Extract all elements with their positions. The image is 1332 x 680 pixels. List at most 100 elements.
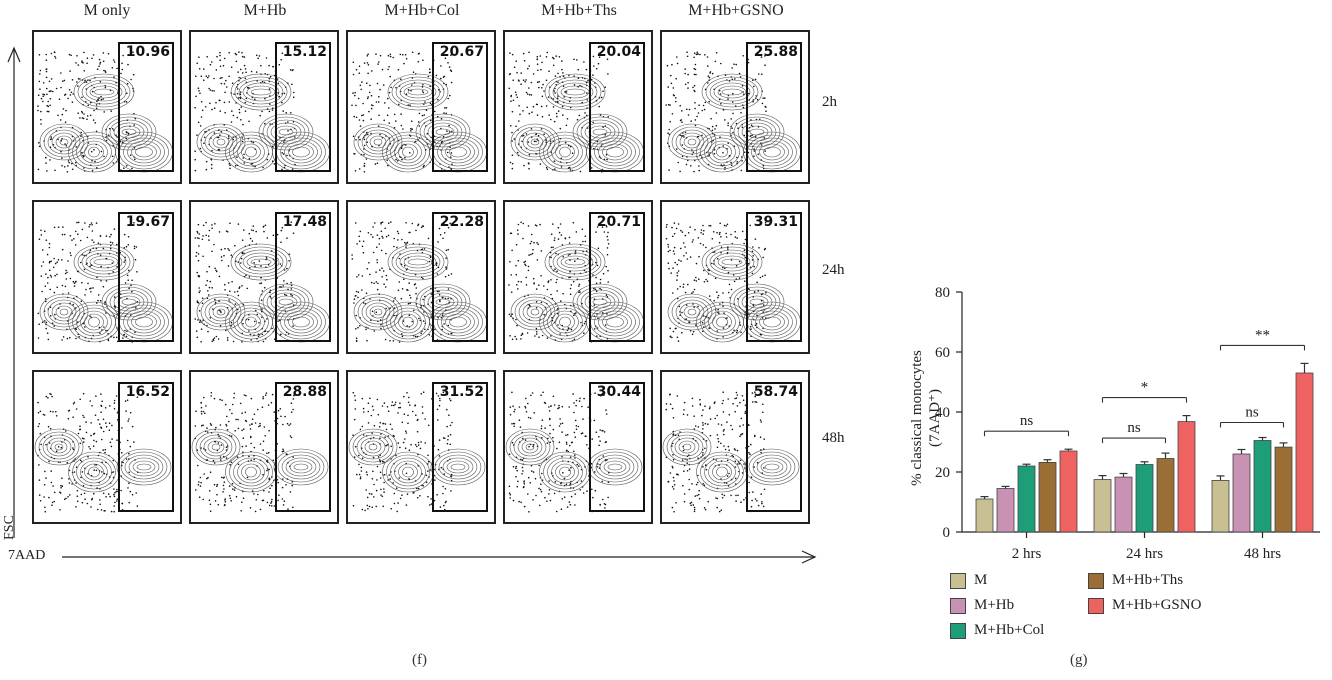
gate-percentage: 39.31 (753, 214, 798, 230)
row-label-48h: 48h (822, 430, 845, 446)
legend-item: M+Hb (950, 597, 1014, 614)
bar (1177, 421, 1196, 533)
gate-percentage: 58.74 (753, 384, 798, 400)
significance-label: ** (1255, 327, 1270, 343)
y-tick-label: 80 (935, 285, 950, 301)
gate-percentage: 10.96 (125, 44, 170, 60)
legend-swatch (1088, 597, 1104, 614)
gate-box (746, 42, 802, 172)
column-title-m-hb-ths: M+Hb+Ths (541, 2, 617, 19)
gate-box (589, 212, 645, 342)
row-label-24h: 24h (822, 262, 845, 278)
gate-box (275, 382, 331, 512)
contour-plot (508, 221, 644, 343)
gate-box (746, 382, 802, 512)
x-tick-label: 2 hrs (1012, 546, 1042, 562)
flow-plot-r2-c0: 16.52 (32, 370, 182, 524)
bar (1135, 464, 1154, 533)
gate-box (432, 212, 488, 342)
y-tick-label: 0 (943, 525, 951, 541)
legend-label: M (974, 572, 988, 588)
bar (1093, 479, 1112, 533)
bar (1038, 461, 1057, 533)
panel-label-g: (g) (1070, 652, 1088, 668)
gate-percentage: 20.04 (596, 44, 641, 60)
legend-label: M+Hb (974, 597, 1015, 613)
bar (1156, 458, 1175, 533)
bar-chart: 0 20 40 60 80 2 hrs 24 hrs 48 hrs ns ns * ns ** (935, 285, 1320, 562)
contour-plot (505, 391, 643, 513)
fsc-axis-label: FSC (2, 515, 17, 540)
gate-percentage: 28.88 (282, 384, 327, 400)
legend-label: M+Hb+GSNO (1112, 597, 1202, 613)
gate-box (589, 42, 645, 172)
gate-box (275, 212, 331, 342)
legend-swatch (950, 622, 966, 639)
flow-plot-r0-c1: 15.12 (189, 30, 339, 184)
y-tick-label: 40 (935, 405, 950, 421)
flow-plot-r2-c1: 28.88 (189, 370, 339, 524)
x-tick-label: 24 hrs (1126, 546, 1163, 562)
contour-plot (37, 51, 173, 173)
flow-plot-r2-c2: 31.52 (346, 370, 496, 524)
gate-percentage: 22.28 (439, 214, 484, 230)
flow-plot-r1-c3: 20.71 (503, 200, 653, 354)
legend-label: M+Hb+Ths (1112, 572, 1184, 588)
gate-box (118, 212, 174, 342)
bar (975, 498, 994, 533)
flow-plot-r0-c2: 20.67 (346, 30, 496, 184)
legend-item: M (950, 572, 987, 589)
bar (1253, 440, 1272, 533)
legend-item: M+Hb+Col (950, 622, 1044, 639)
legend-swatch (1088, 572, 1104, 589)
contour-plot (37, 221, 173, 343)
column-title-m-hb-col: M+Hb+Col (384, 2, 460, 19)
gate-box (118, 42, 174, 172)
bar (996, 488, 1015, 533)
column-title-m-hb: M+Hb (243, 2, 287, 19)
bar (1274, 446, 1293, 533)
gate-percentage: 15.12 (282, 44, 327, 60)
gate-box (275, 42, 331, 172)
panel-label-f: (f) (412, 652, 427, 668)
significance-label: * (1141, 380, 1149, 396)
gate-box (118, 382, 174, 512)
significance-label: ns (1127, 420, 1141, 436)
legend-swatch (950, 597, 966, 614)
column-title-m-only: M only (83, 2, 131, 19)
7aad-axis-label: 7AAD (8, 548, 46, 563)
gate-box (432, 42, 488, 172)
column-title-m-hb-gsno: M+Hb+GSNO (688, 2, 784, 19)
legend-item: M+Hb+GSNO (1088, 597, 1201, 614)
gate-percentage: 31.52 (439, 384, 484, 400)
significance-label: ns (1245, 405, 1259, 421)
gate-percentage: 30.44 (596, 384, 641, 400)
contour-plot (351, 221, 487, 343)
gate-box (589, 382, 645, 512)
contour-plot (348, 391, 486, 513)
legend-swatch (950, 572, 966, 589)
gate-percentage: 20.67 (439, 44, 484, 60)
gate-percentage: 16.52 (125, 384, 170, 400)
flow-plot-r1-c4: 39.31 (660, 200, 810, 354)
bar (1017, 465, 1036, 533)
contour-plot (34, 392, 172, 513)
x-tick-label: 48 hrs (1244, 546, 1281, 562)
contour-plot (191, 391, 329, 513)
gate-box (746, 212, 802, 342)
bar (1114, 476, 1133, 533)
bar (1232, 453, 1251, 533)
row-label-2h: 2h (822, 94, 837, 110)
legend-label: M+Hb+Col (974, 622, 1045, 638)
gate-percentage: 17.48 (282, 214, 327, 230)
gate-percentage: 20.71 (596, 214, 641, 230)
y-tick-label: 60 (935, 345, 950, 361)
flow-plot-r2-c3: 30.44 (503, 370, 653, 524)
y-tick-label: 20 (935, 465, 950, 481)
flow-plot-r1-c1: 17.48 (189, 200, 339, 354)
bar (1211, 479, 1230, 533)
flow-plot-r2-c4: 58.74 (660, 370, 810, 524)
legend-item: M+Hb+Ths (1088, 572, 1183, 589)
bar (1295, 372, 1314, 533)
gate-percentage: 25.88 (753, 44, 798, 60)
